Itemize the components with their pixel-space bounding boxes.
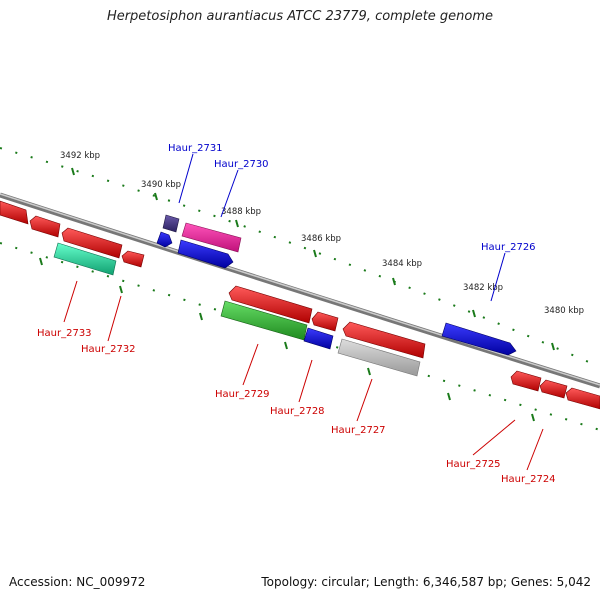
gene-label[interactable]: Haur_2730	[214, 159, 269, 170]
gene-label[interactable]: Haur_2727	[331, 425, 386, 436]
gene-arrow[interactable]	[565, 387, 600, 410]
gene-label[interactable]: Haur_2729	[215, 389, 270, 400]
gene-arrow[interactable]	[228, 285, 313, 324]
scale-label: 3492 kbp	[60, 151, 100, 161]
scale-label: 3480 kbp	[544, 306, 584, 316]
scale-label: 3484 kbp	[382, 259, 422, 269]
gene-arrow[interactable]	[177, 239, 234, 269]
gene-arrow[interactable]	[53, 242, 117, 276]
gene-arrow[interactable]	[156, 231, 173, 248]
gene-arrow[interactable]	[162, 214, 180, 233]
genome-info-text: Topology: circular; Length: 6,346,587 bp…	[261, 575, 591, 589]
gene-arrow[interactable]	[337, 338, 421, 377]
gene-label[interactable]: Haur_2732	[81, 344, 136, 355]
gene-arrow[interactable]	[441, 322, 517, 356]
gene-arrow[interactable]	[510, 370, 542, 392]
accession-text: Accession: NC_009972	[9, 575, 146, 589]
gene-arrow[interactable]	[0, 200, 29, 225]
gene-label[interactable]: Haur_2731	[168, 143, 223, 154]
gene-label[interactable]: Haur_2726	[481, 242, 536, 253]
gene-arrow[interactable]	[121, 250, 145, 268]
gene-label[interactable]: Haur_2733	[37, 328, 92, 339]
gene-arrow[interactable]	[342, 321, 426, 359]
gene-label[interactable]: Haur_2728	[270, 406, 325, 417]
genome-backbone	[0, 192, 600, 389]
scale-label: 3482 kbp	[463, 283, 503, 293]
scale-label: 3488 kbp	[221, 207, 261, 217]
gene-arrow[interactable]	[303, 327, 334, 350]
gene-arrow[interactable]	[29, 215, 61, 238]
gene-arrow[interactable]	[311, 311, 339, 332]
gene-arrow[interactable]	[181, 222, 242, 253]
outer-major-ticks	[71, 167, 555, 351]
label-leaders	[63, 153, 544, 471]
scale-label: 3490 kbp	[141, 180, 181, 190]
map-title: Herpetosiphon aurantiacus ATCC 23779, co…	[106, 9, 494, 24]
gene-label[interactable]: Haur_2724	[501, 474, 556, 485]
scale-label: 3486 kbp	[301, 234, 341, 244]
inner-major-ticks	[39, 257, 535, 422]
gene-arrow[interactable]	[61, 227, 123, 259]
gene-label[interactable]: Haur_2725	[446, 459, 501, 470]
gene-arrow[interactable]	[539, 379, 568, 399]
